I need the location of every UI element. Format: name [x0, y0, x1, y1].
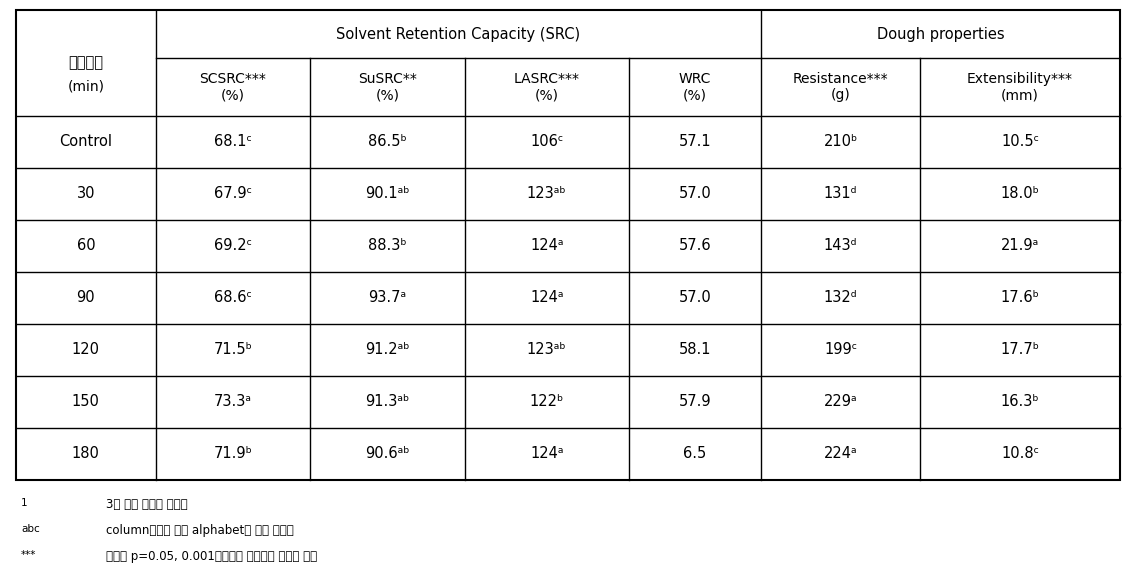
Text: column내에서 같은 alphabet은 같은 수준임: column내에서 같은 alphabet은 같은 수준임 [106, 524, 293, 537]
Text: 10.8ᶜ: 10.8ᶜ [1001, 446, 1039, 461]
Text: 58.1: 58.1 [679, 343, 711, 358]
Text: WRC
(%): WRC (%) [679, 72, 711, 102]
Text: 1: 1 [20, 498, 27, 508]
Text: 91.3ᵃᵇ: 91.3ᵃᵇ [365, 394, 409, 410]
Text: LASRC***
(%): LASRC*** (%) [514, 72, 580, 102]
Text: 124ᵃ: 124ᵃ [530, 446, 564, 461]
Text: 90.1ᵃᵇ: 90.1ᵃᵇ [365, 186, 409, 202]
Text: abc: abc [20, 524, 40, 534]
Text: 16.3ᵇ: 16.3ᵇ [1001, 394, 1039, 410]
Text: Extensibility***
(mm): Extensibility*** (mm) [968, 72, 1073, 102]
Text: 120: 120 [72, 343, 100, 358]
Text: 124ᵃ: 124ᵃ [530, 238, 564, 253]
Text: (min): (min) [67, 80, 105, 94]
Text: 57.0: 57.0 [679, 291, 711, 305]
Text: 57.6: 57.6 [679, 238, 711, 253]
Text: 17.7ᵇ: 17.7ᵇ [1001, 343, 1039, 358]
Text: 71.9ᵇ: 71.9ᵇ [214, 446, 252, 461]
Text: 처리시간: 처리시간 [68, 56, 103, 70]
Text: 시료가 p=0.05, 0.001수준에서 유의적인 차이가 있음: 시료가 p=0.05, 0.001수준에서 유의적인 차이가 있음 [106, 550, 317, 563]
Text: 180: 180 [72, 446, 100, 461]
Text: 69.2ᶜ: 69.2ᶜ [214, 238, 252, 253]
Text: 3번 반복 실험의 평균값: 3번 반복 실험의 평균값 [106, 498, 188, 511]
Text: 60: 60 [76, 238, 96, 253]
Text: 123ᵃᵇ: 123ᵃᵇ [526, 343, 566, 358]
Text: SuSRC**
(%): SuSRC** (%) [358, 72, 417, 102]
Bar [16, 10, 1120, 480]
Text: Dough properties: Dough properties [877, 26, 1004, 41]
Text: 124ᵃ: 124ᵃ [530, 291, 564, 305]
Text: 57.1: 57.1 [679, 135, 711, 150]
Text: 10.5ᶜ: 10.5ᶜ [1001, 135, 1039, 150]
Text: 68.6ᶜ: 68.6ᶜ [214, 291, 252, 305]
Text: 6.5: 6.5 [683, 446, 706, 461]
Text: 73.3ᵃ: 73.3ᵃ [214, 394, 252, 410]
Text: 18.0ᵇ: 18.0ᵇ [1001, 186, 1039, 202]
Text: 68.1ᶜ: 68.1ᶜ [214, 135, 252, 150]
Text: 21.9ᵃ: 21.9ᵃ [1001, 238, 1039, 253]
Text: 91.2ᵃᵇ: 91.2ᵃᵇ [365, 343, 409, 358]
Text: 90: 90 [76, 291, 96, 305]
Text: 30: 30 [76, 186, 96, 202]
Text: 122ᵇ: 122ᵇ [530, 394, 564, 410]
Text: 132ᵈ: 132ᵈ [824, 291, 857, 305]
Text: 123ᵃᵇ: 123ᵃᵇ [526, 186, 566, 202]
Text: Solvent Retention Capacity (SRC): Solvent Retention Capacity (SRC) [337, 26, 580, 41]
Text: Resistance***
(g): Resistance*** (g) [792, 72, 888, 102]
Text: 88.3ᵇ: 88.3ᵇ [368, 238, 407, 253]
Text: 71.5ᵇ: 71.5ᵇ [214, 343, 252, 358]
Text: 57.9: 57.9 [679, 394, 711, 410]
Text: 143ᵈ: 143ᵈ [824, 238, 857, 253]
Text: Control: Control [59, 135, 113, 150]
Text: 210ᵇ: 210ᵇ [823, 135, 857, 150]
Text: 199ᶜ: 199ᶜ [824, 343, 857, 358]
Text: 150: 150 [72, 394, 100, 410]
Text: 90.6ᵃᵇ: 90.6ᵃᵇ [365, 446, 409, 461]
Text: 106ᶜ: 106ᶜ [530, 135, 563, 150]
Text: 86.5ᵇ: 86.5ᵇ [368, 135, 407, 150]
Text: 224ᵃ: 224ᵃ [824, 446, 857, 461]
Text: 131ᵈ: 131ᵈ [824, 186, 857, 202]
Text: 93.7ᵃ: 93.7ᵃ [368, 291, 407, 305]
Text: 67.9ᶜ: 67.9ᶜ [214, 186, 252, 202]
Text: 57.0: 57.0 [679, 186, 711, 202]
Text: 17.6ᵇ: 17.6ᵇ [1001, 291, 1039, 305]
Text: 229ᵃ: 229ᵃ [824, 394, 857, 410]
Text: SCSRC***
(%): SCSRC*** (%) [199, 72, 266, 102]
Text: ***: *** [20, 550, 36, 560]
